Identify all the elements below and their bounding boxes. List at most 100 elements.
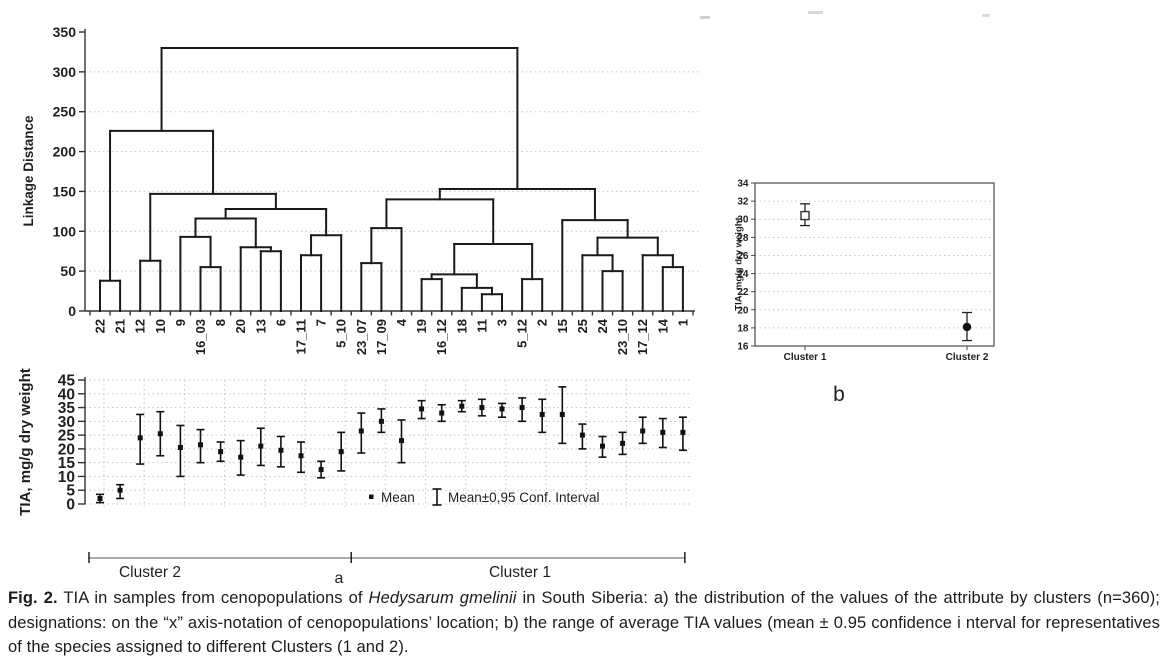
bracket-end-mark: I: [683, 550, 687, 567]
panel-b-y-tick-label: 28: [737, 233, 749, 244]
artifact-dash: [808, 11, 823, 14]
legend-mean-label: Mean: [381, 490, 415, 505]
cluster-2-bracket-label: Cluster 2: [119, 564, 181, 581]
leaf-label: 23_07: [354, 319, 369, 355]
leaf-label: 6: [273, 319, 288, 326]
leaf-label: 5_12: [515, 319, 530, 348]
panel-b-y-tick-label: 22: [737, 287, 749, 298]
dendrogram-y-axis-label: Linkage Distance: [21, 115, 36, 227]
panel-b-y-tick-label: 30: [737, 215, 749, 226]
leaf-label: 10: [153, 319, 168, 333]
mean-marker-filled-circle: [962, 322, 972, 332]
mean-marker: [298, 453, 304, 459]
dendrogram-y-tick-label: 150: [53, 183, 77, 199]
caption-species-name: Hedysarum gmelinii: [368, 589, 517, 607]
panel-b-y-tick-label: 32: [737, 197, 749, 208]
panel-b-y-axis-label: TIA, mg/g dry weight: [734, 216, 745, 310]
panel-b-x-tick-label: Cluster 2: [946, 352, 989, 363]
leaf-label: 25: [575, 319, 590, 333]
mean-marker: [439, 410, 445, 416]
mean-marker-open-square: [800, 210, 810, 221]
leaf-label: 8: [213, 319, 228, 326]
dendrogram-y-tick-label: 100: [53, 223, 77, 239]
panel-b-x-tick-label: Cluster 1: [784, 352, 827, 363]
leaf-label: 24: [595, 318, 610, 333]
mean-marker: [258, 443, 264, 449]
leaf-label: 1: [675, 319, 690, 326]
panel-b-frame: [754, 182, 995, 347]
leaf-label: 15: [555, 319, 570, 333]
mean-marker: [600, 443, 605, 449]
leaf-label: 11: [474, 319, 489, 333]
means-y-tick-label: 45: [58, 373, 76, 390]
mean-marker: [579, 432, 585, 438]
caption-text: TIA in samples from cenopopulations of: [57, 589, 369, 607]
leaf-label: 12: [133, 319, 148, 333]
leaf-label: 21: [113, 319, 128, 333]
dendrogram-y-tick-label: 200: [53, 144, 77, 160]
panel-b-y-tick-label: 34: [737, 179, 749, 190]
mean-marker: [479, 405, 485, 411]
panel-b-y-tick-label: 18: [737, 323, 749, 334]
panel-b-y-tick-label: 24: [737, 269, 749, 280]
figure-caption: Fig. 2. TIA in samples from cenopopulati…: [8, 586, 1160, 660]
mean-marker: [640, 428, 646, 434]
mean-marker: [459, 403, 465, 409]
means-y-tick-label: 20: [58, 441, 75, 458]
mean-marker: [338, 449, 344, 455]
leaf-label: 3: [495, 319, 510, 326]
mean-marker: [198, 442, 203, 448]
panel-b-y-tick-label: 16: [737, 342, 749, 353]
leaf-label: 22: [93, 319, 108, 333]
mean-marker: [680, 429, 686, 435]
mean-marker: [97, 495, 103, 501]
mean-marker: [218, 449, 224, 455]
mean-marker: [137, 435, 143, 441]
leaf-label: 16_03: [193, 319, 208, 355]
leaf-label: 5_10: [334, 319, 349, 348]
mean-marker: [177, 445, 183, 451]
artifact-dash: [982, 14, 990, 17]
mean-marker: [419, 406, 425, 412]
leaf-label: 4: [394, 318, 409, 326]
leaf-label: 7: [314, 319, 329, 326]
mean-marker: [399, 438, 404, 444]
panel-b-y-tick-label: 26: [737, 251, 749, 262]
leaf-label: 20: [233, 319, 248, 333]
means-y-tick-label: 25: [58, 428, 76, 445]
means-y-tick-label: 30: [58, 414, 75, 431]
means-y-tick-label: 10: [58, 469, 75, 486]
mean-marker: [117, 487, 123, 493]
legend-ci-label: Mean±0,95 Conf. Interval: [448, 490, 600, 505]
means-y-tick-label: 15: [58, 455, 76, 472]
leaf-label: 14: [655, 318, 670, 333]
mean-marker: [559, 411, 565, 417]
leaf-label: 13: [253, 319, 268, 333]
caption-text: in South Siberia: a) the distribution of…: [8, 589, 1160, 656]
mean-marker: [278, 447, 284, 453]
means-y-tick-label: 0: [66, 497, 75, 514]
artifact-dash: [700, 16, 710, 19]
means-y-axis-label: TIA, mg/g dry weight: [17, 368, 34, 516]
panel-b-label: b: [833, 383, 845, 406]
leaf-label: 2: [535, 319, 550, 326]
panel-a-label: a: [335, 570, 344, 587]
leaf-label: 17_09: [374, 319, 389, 355]
legend-mean-marker: [369, 494, 374, 499]
leaf-label: 9: [173, 319, 188, 326]
mean-marker: [378, 418, 384, 424]
means-y-tick-label: 40: [58, 386, 75, 403]
mean-marker: [519, 405, 525, 411]
mean-marker: [539, 411, 545, 417]
caption-fig-label: Fig. 2.: [8, 589, 58, 607]
means-y-tick-label: 5: [66, 483, 75, 500]
mean-marker: [238, 454, 244, 460]
leaf-label: 23_10: [615, 319, 630, 355]
panel-b-y-tick-label: 20: [737, 305, 749, 316]
mean-marker: [620, 440, 626, 446]
mean-marker: [499, 406, 505, 412]
leaf-label: 17_11: [294, 319, 309, 354]
means-y-tick-label: 35: [58, 400, 76, 417]
